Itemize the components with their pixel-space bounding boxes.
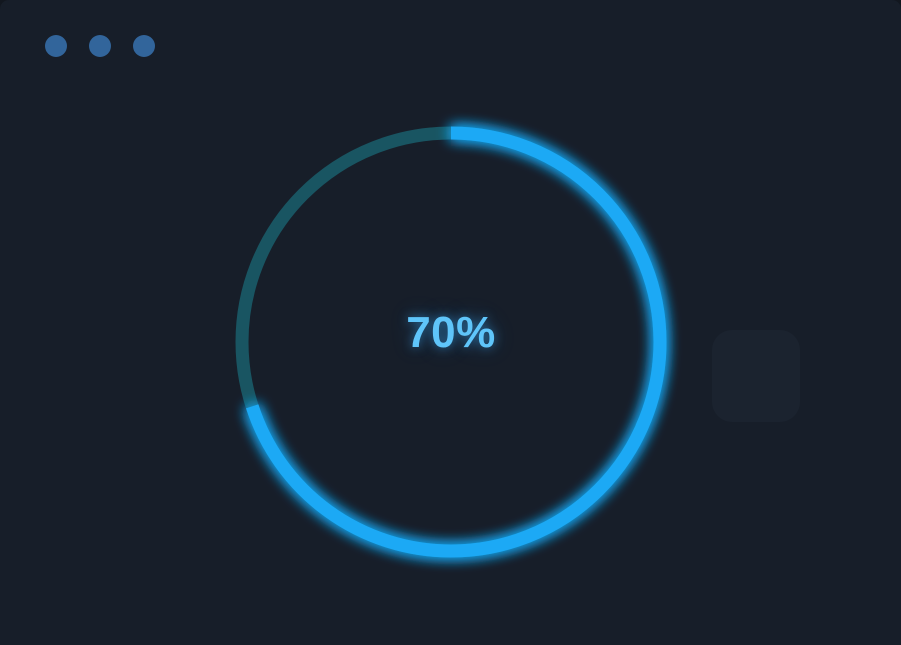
background-ghost-shape [712,330,800,422]
progress-ring-svg [235,126,667,558]
window-dot-2[interactable] [89,35,111,57]
window-dot-1[interactable] [45,35,67,57]
progress-percentage-label: 70% [406,308,496,357]
window-dots-group [45,35,155,57]
window-dot-3[interactable] [133,35,155,57]
progress-ring-value-arc [235,126,667,558]
